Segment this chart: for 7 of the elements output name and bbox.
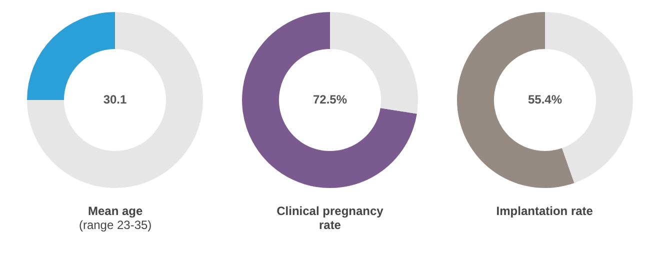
text: Implantation rate <box>495 204 594 218</box>
text: 72.5% <box>312 92 348 106</box>
text: 55.4% <box>528 92 562 106</box>
text: Mean age <box>86 204 144 218</box>
text: 30.1 <box>104 92 128 106</box>
text: Clinical pregnancy rate <box>276 204 384 232</box>
text: (range 23-35) <box>78 218 153 232</box>
